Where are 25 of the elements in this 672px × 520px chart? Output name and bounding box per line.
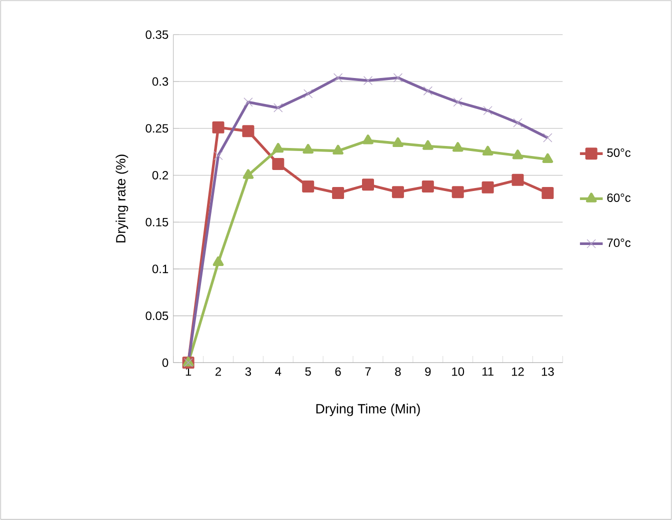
x-tick-label: 11 [482,367,494,376]
x-tick-label: 13 [542,367,554,376]
x-tick-label: 7 [365,367,371,376]
y-tick-label: 0.05 [146,312,168,320]
x-tick-label: 6 [335,367,341,376]
x-tick-label: 5 [305,367,311,376]
x-tick-label: 9 [425,367,431,376]
x-tick-label: 4 [275,367,282,376]
x-tick-label: 3 [245,367,252,376]
legend-label: 50°c [607,148,631,157]
legend-label: 60°c [607,193,631,202]
y-axis-title: Drying rate (%) [116,154,128,242]
x-tick-label: 8 [395,367,401,376]
y-tick-label: 0.25 [146,124,168,133]
x-axis-title: Drying Time (Min) [316,404,420,416]
y-tick-label: 0.2 [152,170,168,180]
legend-label: 70°c [607,238,631,248]
x-tick-label: 10 [452,367,464,376]
x-tick-label: 12 [512,367,524,376]
y-tick-label: 0.1 [152,264,168,274]
y-tick-label: 0.3 [152,77,168,86]
x-tick-label: 2 [216,367,221,376]
y-tick-label: 0.15 [146,218,168,226]
y-tick-label: 0.35 [146,30,168,39]
y-tick-label: 0 [162,358,168,367]
